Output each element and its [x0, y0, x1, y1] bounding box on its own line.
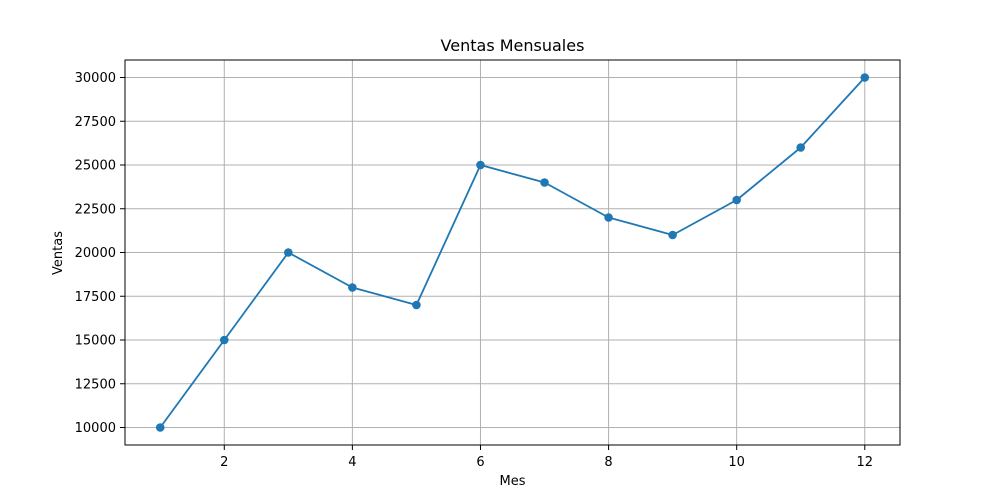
- x-tick-label: 4: [348, 455, 356, 470]
- data-point: [348, 283, 357, 292]
- y-tick-label: 27500: [75, 115, 116, 130]
- y-tick-label: 22500: [75, 202, 116, 217]
- grid: [125, 60, 900, 445]
- x-axis-label: Mes: [500, 474, 526, 489]
- data-markers: [155, 73, 870, 432]
- y-tick-label: 30000: [75, 71, 116, 86]
- data-point: [860, 73, 870, 82]
- data-point: [540, 178, 549, 187]
- x-tick-label: 10: [728, 455, 745, 470]
- y-tick-label: 20000: [75, 246, 116, 261]
- chart-title: Ventas Mensuales: [441, 36, 585, 55]
- data-point: [732, 195, 741, 205]
- data-point: [155, 423, 165, 432]
- y-tick-label: 12500: [75, 377, 116, 392]
- data-point: [796, 143, 806, 152]
- x-tick-label: 6: [476, 455, 484, 470]
- data-point: [476, 160, 485, 170]
- x-tick-label: 2: [220, 455, 228, 470]
- y-tick-label: 10000: [75, 421, 116, 436]
- x-tick-label: 12: [856, 455, 873, 470]
- x-tick-label: 8: [604, 455, 612, 470]
- series-line: [159, 76, 866, 429]
- series-line-layer: [159, 76, 866, 429]
- data-point: [412, 300, 421, 310]
- y-tick-label: 25000: [75, 159, 116, 174]
- y-tick-label: 15000: [75, 334, 116, 349]
- data-point: [668, 230, 677, 240]
- x-axis-ticks: 2 4 6 8 10 12: [220, 445, 873, 470]
- data-point: [284, 248, 293, 257]
- data-point: [219, 335, 229, 345]
- y-axis-label: Ventas: [51, 231, 66, 275]
- data-point: [604, 213, 613, 222]
- y-axis-ticks: 10000 12500 15000 17500 20000 22500 25000 27500…: [75, 71, 125, 436]
- y-tick-label: 17500: [75, 290, 116, 305]
